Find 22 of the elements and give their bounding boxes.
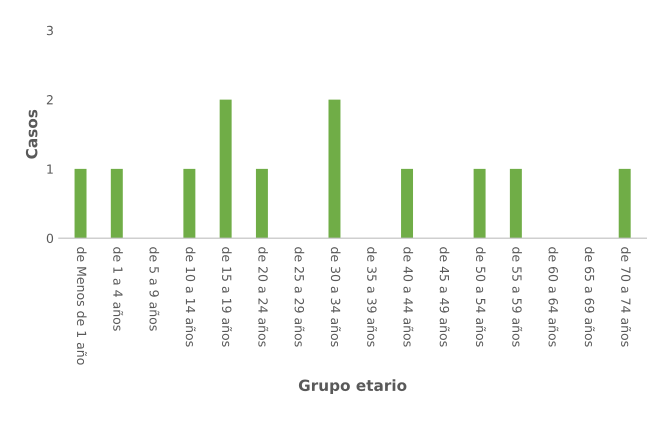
x-tick-label: de 65 a 69 años	[584, 247, 595, 347]
x-tick-label: de 15 a 19 años	[222, 247, 232, 347]
x-tick-label: de 60 a 64 años	[548, 247, 558, 347]
x-tick-label: de 35 a 39 años	[367, 247, 378, 347]
x-axis-title: Grupo etario	[298, 379, 406, 394]
x-tick-label: de 25 a 29 años	[294, 247, 304, 347]
x-tick-label: de 30 a 34 años	[330, 247, 341, 347]
y-axis-title: Casos	[26, 110, 38, 159]
y-tick-label: 2	[46, 95, 53, 104]
y-tick-label: 3	[46, 26, 53, 36]
x-tick-label: de 70 a 74 años	[621, 247, 631, 347]
x-tick-label: de 10 a 14 años	[186, 247, 196, 347]
x-tick-label: de Menos de 1 año	[76, 247, 87, 365]
y-tick-label: 1	[47, 164, 53, 174]
x-tick-label: de 40 a 44 años	[403, 247, 414, 347]
x-tick-label: de 20 a 24 años	[258, 247, 268, 347]
x-tick-label: de 55 a 59 años	[512, 247, 522, 347]
x-tick-label: de 45 a 49 años	[440, 247, 450, 347]
y-tick-label: 0	[46, 234, 54, 244]
x-tick-label: de 5 a 9 años	[149, 247, 160, 331]
x-tick-label: de 50 a 54 años	[476, 247, 486, 347]
x-tick-label: de 1 a 4 años	[113, 247, 124, 331]
